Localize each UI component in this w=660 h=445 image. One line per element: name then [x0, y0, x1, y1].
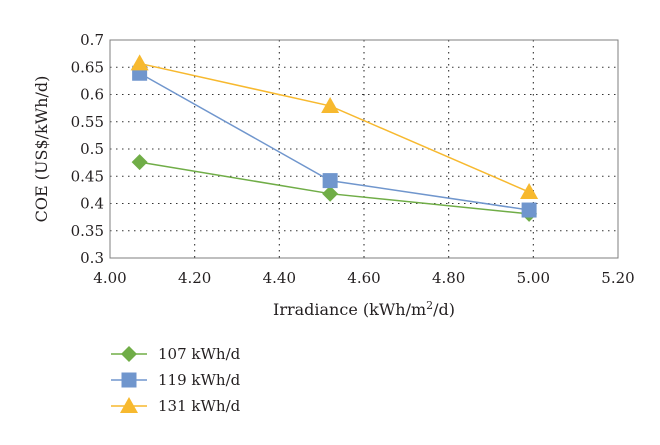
- y-axis: 0.3 0.35 0.4 0.45 0.5 0.55 0.6 0.65 0.7: [71, 31, 104, 267]
- y-tick-label: 0.5: [80, 140, 104, 158]
- x-tick-label: 4.40: [263, 269, 296, 287]
- x-tick-label: 4.80: [432, 269, 465, 287]
- legend-label: 131 kWh/d: [158, 397, 241, 415]
- y-tick-label: 0.55: [71, 113, 104, 131]
- legend-label: 107 kWh/d: [158, 345, 241, 363]
- legend-label: 119 kWh/d: [158, 371, 241, 389]
- x-axis: 4.00 4.20 4.40 4.60 4.80 5.00 5.20: [93, 269, 634, 287]
- legend-item: 131 kWh/d: [111, 397, 241, 415]
- legend-item: 107 kWh/d: [111, 345, 241, 363]
- series-triangle: [130, 54, 539, 200]
- grid: [110, 40, 618, 258]
- series: [130, 54, 539, 222]
- legend-triangle-marker: [120, 397, 138, 413]
- x-axis-title-superscript: 2: [426, 299, 433, 312]
- triangle-marker: [130, 54, 149, 71]
- x-axis-title-base: Irradiance (kWh/m: [273, 300, 426, 319]
- series-line: [139, 62, 530, 193]
- legend-diamond-marker: [121, 346, 137, 362]
- x-tick-label: 5.00: [517, 269, 550, 287]
- y-tick-label: 0.6: [80, 86, 104, 104]
- y-tick-label: 0.3: [80, 249, 104, 267]
- square-marker: [521, 202, 537, 218]
- square-marker: [322, 173, 338, 189]
- y-tick-label: 0.45: [71, 167, 104, 185]
- diamond-marker: [131, 154, 148, 171]
- y-tick-label: 0.35: [71, 222, 104, 240]
- y-tick-label: 0.65: [71, 58, 104, 76]
- x-axis-title: Irradiance (kWh/m2/d): [273, 299, 455, 319]
- legend-square-marker: [121, 372, 137, 388]
- y-tick-label: 0.4: [80, 195, 104, 213]
- x-tick-label: 4.00: [93, 269, 126, 287]
- x-tick-label: 4.20: [178, 269, 211, 287]
- x-tick-label: 5.20: [601, 269, 634, 287]
- plot-frame: [109, 39, 619, 259]
- diamond-marker: [322, 185, 339, 202]
- triangle-marker: [321, 96, 340, 113]
- series-line: [139, 72, 530, 211]
- series-diamond: [131, 154, 538, 222]
- x-axis-title-tail: /d): [433, 300, 455, 319]
- legend-item: 119 kWh/d: [111, 371, 241, 389]
- legend: 107 kWh/d 119 kWh/d 131 kWh/d: [111, 345, 241, 415]
- y-tick-label: 0.7: [80, 31, 104, 49]
- x-tick-label: 4.60: [347, 269, 380, 287]
- y-axis-title: COE (US$/kWh/d): [32, 76, 51, 223]
- triangle-marker: [520, 183, 539, 200]
